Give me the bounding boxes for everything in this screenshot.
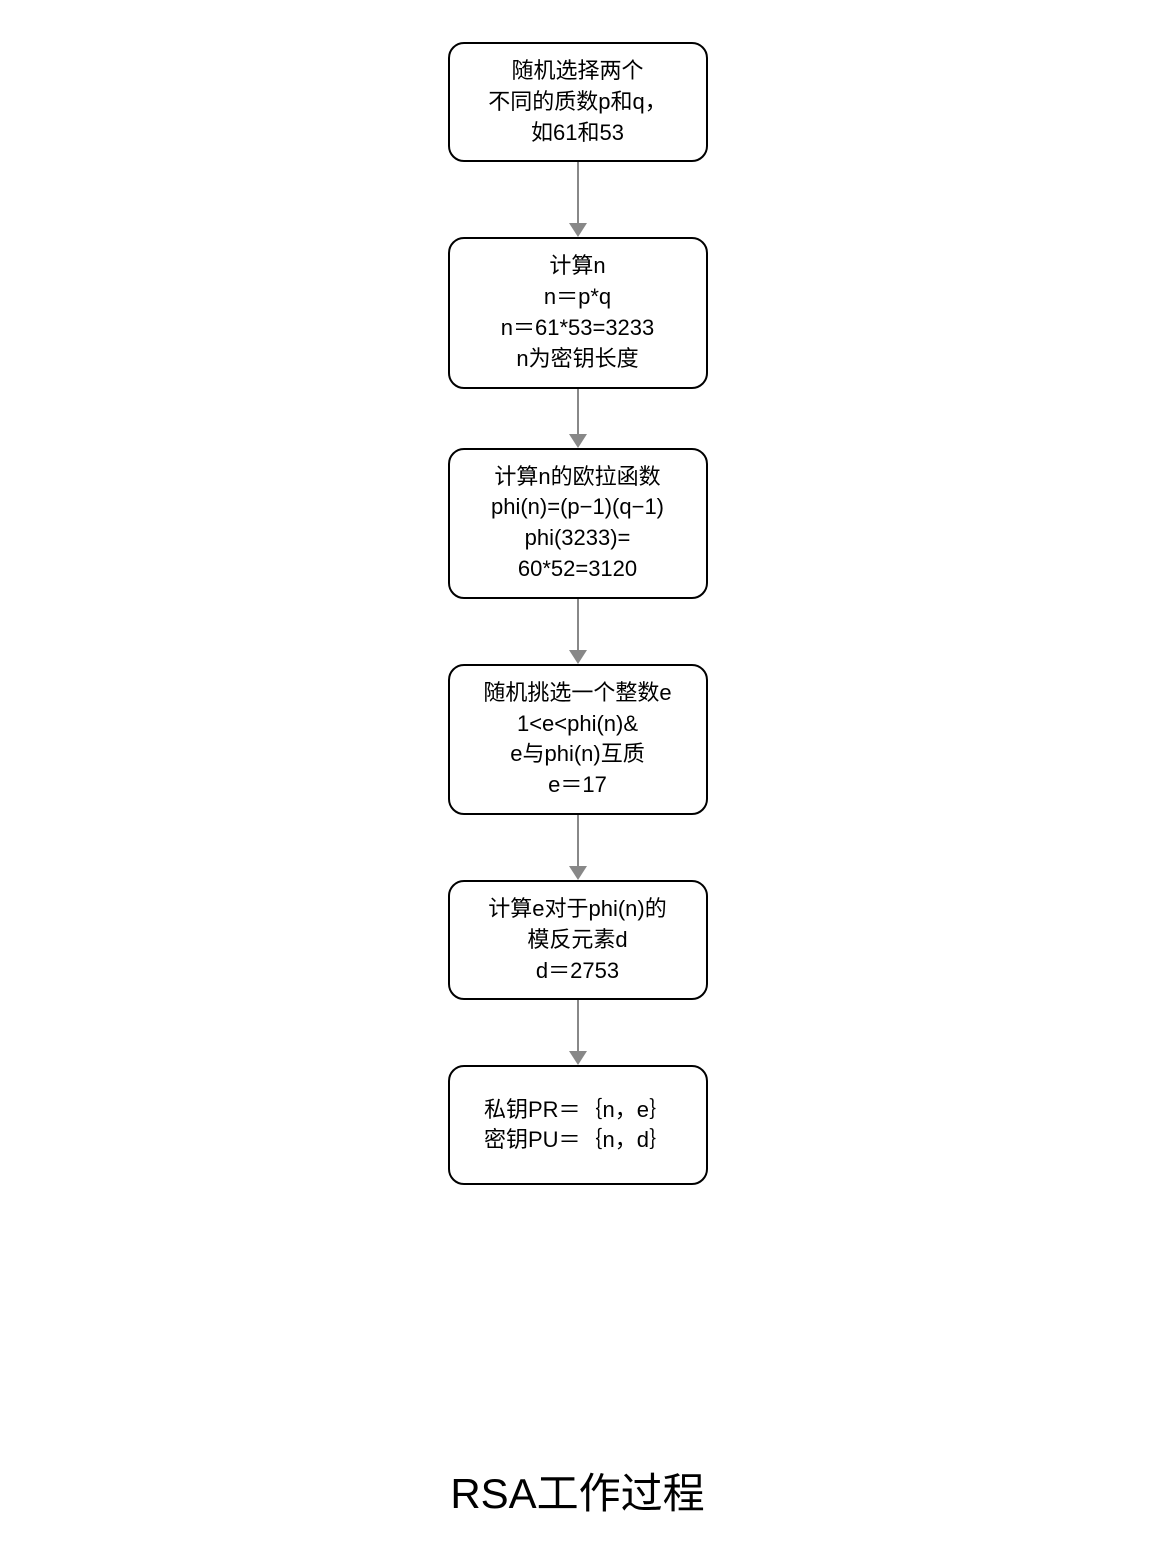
arrow-head-icon (569, 650, 587, 664)
arrow-head-icon (569, 223, 587, 237)
flow-node-n5: 计算e对于phi(n)的模反元素dd＝2753 (448, 880, 708, 1000)
flow-node-n4: 随机挑选一个整数e1<e<phi(n)&e与phi(n)互质e＝17 (448, 664, 708, 815)
arrow-head-icon (569, 866, 587, 880)
node-text-line: phi(n)=(p−1)(q−1) (491, 492, 664, 523)
arrow-line (577, 1000, 579, 1052)
node-text-line: 不同的质数p和q， (488, 87, 666, 118)
node-text-line: n＝p*q (544, 282, 611, 313)
node-text-line: 随机挑选一个整数e (483, 678, 671, 709)
arrow-head-icon (569, 434, 587, 448)
node-text-line: 60*52=3120 (518, 554, 637, 585)
arrow-line (577, 599, 579, 651)
flow-arrow (569, 389, 587, 448)
flow-arrow (569, 599, 587, 664)
node-text-line: e与phi(n)互质 (510, 739, 644, 770)
arrow-line (577, 815, 579, 867)
node-text-line: n为密钥长度 (516, 344, 638, 375)
flow-arrow (569, 815, 587, 880)
node-text-line: 密钥PU＝｛n，d｝ (484, 1125, 671, 1156)
node-text-line: 随机选择两个 (511, 56, 643, 87)
node-text-line: 模反元素d (527, 925, 627, 956)
node-text-line: d＝2753 (536, 956, 619, 987)
arrow-line (577, 389, 579, 435)
node-text-line: 1<e<phi(n)& (517, 709, 638, 740)
node-text-line: 计算e对于phi(n)的 (488, 894, 666, 925)
flow-node-n2: 计算nn＝p*qn＝61*53=3233n为密钥长度 (448, 237, 708, 388)
diagram-title: RSA工作过程 (0, 1460, 1155, 1521)
node-text-line: 计算n的欧拉函数 (494, 462, 660, 493)
node-text-line: phi(3233)= (525, 523, 631, 554)
node-text-line: n＝61*53=3233 (501, 313, 655, 344)
node-text-line: 私钥PR＝｛n，e｝ (484, 1095, 671, 1126)
flow-node-n3: 计算n的欧拉函数phi(n)=(p−1)(q−1)phi(3233)=60*52… (448, 448, 708, 599)
flow-arrow (569, 162, 587, 237)
arrow-head-icon (569, 1051, 587, 1065)
flow-node-n1: 随机选择两个不同的质数p和q，如61和53 (448, 42, 708, 162)
flow-arrow (569, 1000, 587, 1065)
node-text-line: 如61和53 (531, 118, 624, 149)
node-text-line: 计算n (549, 251, 605, 282)
flow-node-n6: 私钥PR＝｛n，e｝密钥PU＝｛n，d｝ (448, 1065, 708, 1185)
arrow-line (577, 162, 579, 224)
node-text-line: e＝17 (548, 770, 607, 801)
rsa-flowchart: 随机选择两个不同的质数p和q，如61和53 计算nn＝p*qn＝61*53=323… (448, 42, 708, 1185)
